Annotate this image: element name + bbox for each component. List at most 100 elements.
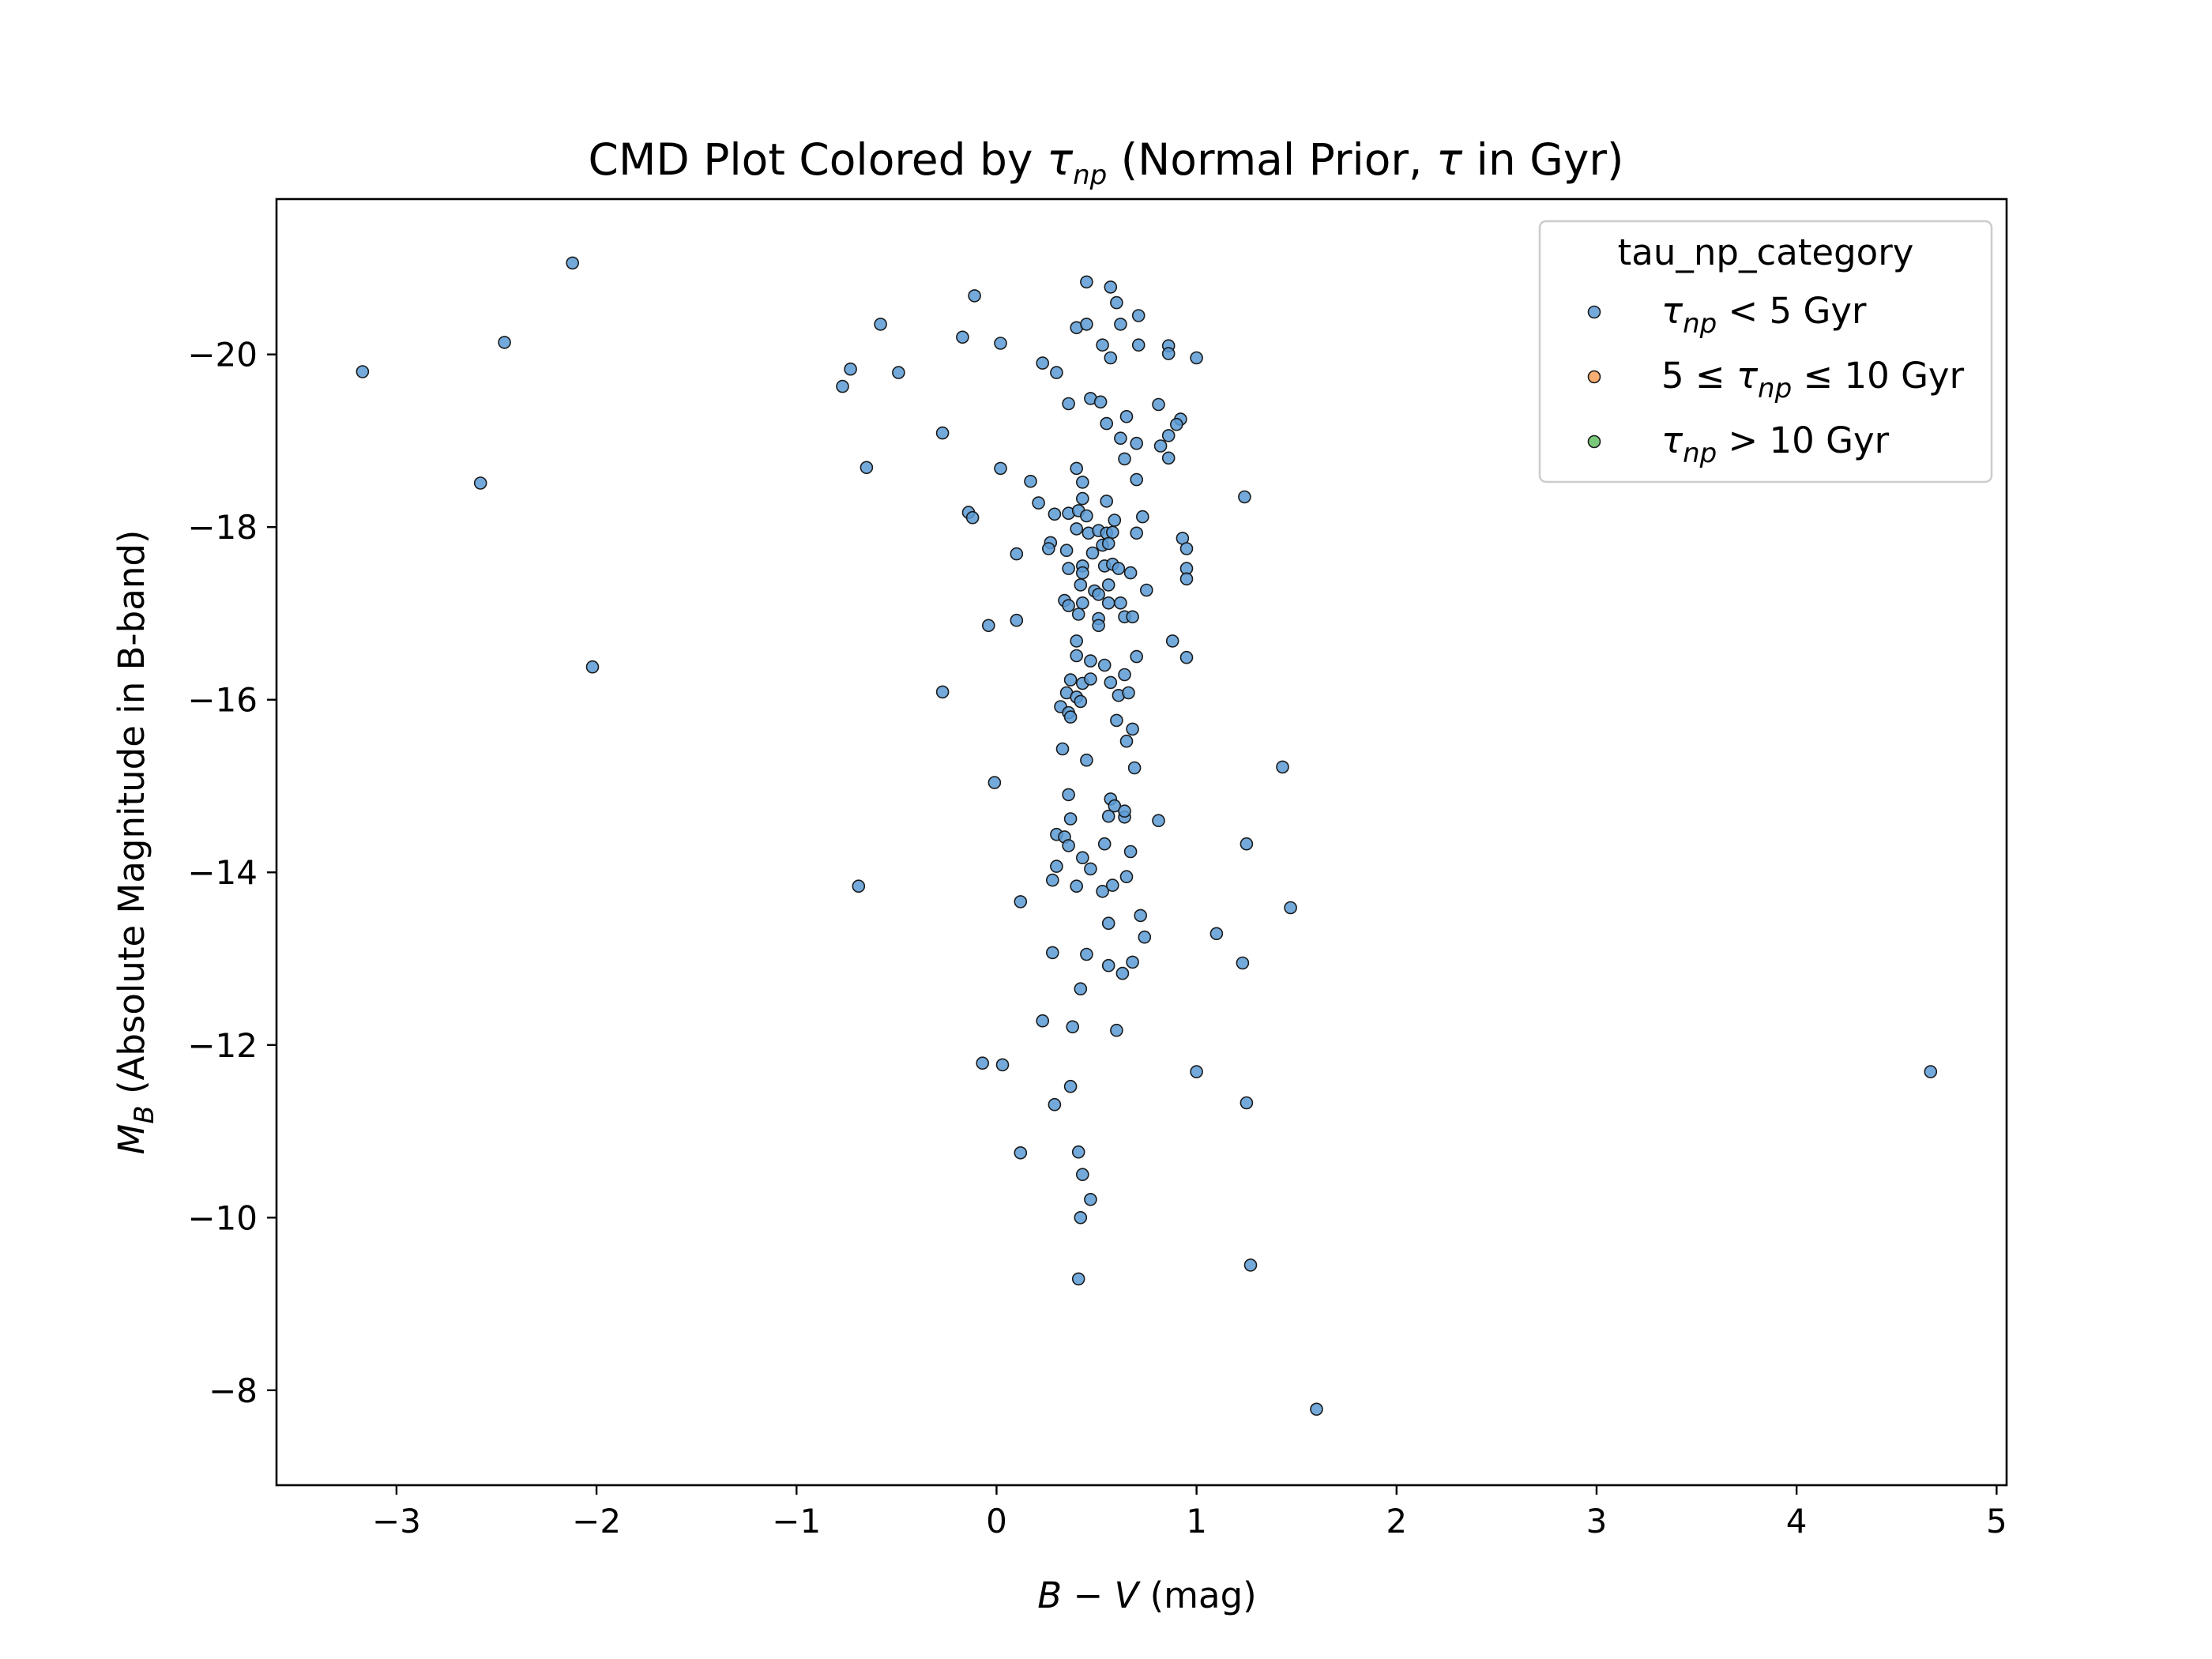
data-point (1152, 397, 1165, 412)
data-point (1101, 809, 1115, 823)
data-point (1062, 839, 1075, 852)
data-point (1118, 668, 1131, 682)
data-point (1134, 908, 1147, 923)
data-point (1097, 658, 1112, 672)
data-point (1108, 514, 1122, 527)
data-point (1080, 753, 1093, 767)
data-point (1114, 596, 1127, 610)
legend-entry-3: τnp > 10 Gyr (1587, 419, 1890, 469)
data-point (935, 685, 950, 699)
data-point (935, 426, 950, 440)
data-point (1036, 1014, 1049, 1028)
data-point (994, 337, 1007, 350)
data-point (1106, 525, 1119, 540)
y-axis-ticks: −20 −18 −16 −14 −12 −10 −8 (187, 336, 276, 1410)
legend-label-2: 5 ≤ τnp ≤ 10 Gyr (1661, 355, 1965, 404)
data-point (1070, 461, 1083, 476)
data-point (1074, 1211, 1088, 1224)
data-point (1110, 1023, 1123, 1037)
data-point (1240, 837, 1254, 851)
data-point (1101, 916, 1115, 930)
data-point (1080, 275, 1093, 289)
data-point (1104, 675, 1118, 690)
data-point (1096, 885, 1109, 898)
data-point (1074, 694, 1088, 709)
data-point (1130, 436, 1143, 450)
data-point (498, 336, 511, 349)
x-tick-label: −1 (772, 1502, 821, 1540)
data-point (1059, 544, 1074, 558)
chart-title: CMD Plot Colored by τnp (Normal Prior, τ… (589, 134, 1624, 191)
data-point (1076, 596, 1089, 610)
data-point (1010, 613, 1024, 627)
x-tick-label: 3 (1586, 1502, 1608, 1540)
data-point (1123, 566, 1138, 580)
data-point (1032, 496, 1045, 510)
data-point (1024, 474, 1037, 488)
data-point (844, 362, 857, 376)
data-point (1084, 672, 1097, 686)
data-point (1114, 318, 1127, 331)
data-point (1100, 495, 1113, 508)
data-point (1101, 578, 1115, 592)
data-point (1136, 510, 1149, 524)
data-point (1101, 958, 1115, 972)
data-point (1070, 522, 1083, 536)
data-point (1063, 710, 1078, 724)
x-axis-ticks: −3 −2 −1 0 1 2 3 4 5 (372, 1485, 2007, 1540)
data-point (1062, 397, 1075, 411)
y-tick-label: −10 (187, 1198, 258, 1237)
legend-marker-2 (1587, 370, 1601, 384)
data-point (860, 461, 874, 475)
data-point (1076, 851, 1089, 864)
data-point (1119, 734, 1134, 748)
data-point (1014, 1146, 1028, 1160)
data-point (1071, 1272, 1085, 1286)
data-point (1153, 439, 1168, 453)
data-point (1074, 578, 1088, 592)
y-tick-label: −18 (187, 508, 258, 547)
data-point (874, 318, 887, 331)
data-point (1131, 338, 1146, 352)
data-point (566, 256, 580, 270)
y-axis-label: MB (Absolute Magnitude in B-band) (111, 530, 160, 1155)
data-point (1104, 280, 1118, 294)
data-point (1126, 722, 1139, 736)
data-point (1118, 452, 1131, 466)
data-point (1070, 649, 1083, 663)
y-tick-label: −8 (209, 1371, 258, 1410)
data-point (1036, 356, 1049, 370)
data-point (1055, 742, 1070, 756)
data-point (1074, 982, 1088, 995)
data-point (1179, 650, 1194, 664)
y-tick-label: −12 (187, 1026, 258, 1065)
data-point (1097, 837, 1112, 851)
data-point (1070, 879, 1083, 893)
data-point (1101, 596, 1115, 610)
data-point (1084, 862, 1097, 876)
data-point (1046, 873, 1059, 887)
data-point (1092, 588, 1105, 601)
data-point (995, 1058, 1010, 1072)
data-point (982, 619, 995, 633)
data-point (1130, 472, 1143, 487)
data-point (1238, 490, 1251, 504)
data-point (1179, 572, 1194, 586)
data-point (1076, 566, 1089, 580)
data-point (1161, 429, 1176, 442)
data-point (1284, 901, 1297, 915)
data-point (1161, 347, 1176, 360)
data-point (988, 776, 1002, 789)
legend-marker-3 (1587, 434, 1601, 449)
data-point (1076, 1168, 1089, 1181)
data-point (1050, 860, 1063, 873)
data-point (852, 879, 866, 893)
x-tick-label: 5 (1986, 1502, 2007, 1540)
data-point (1152, 814, 1165, 827)
data-point (1071, 608, 1085, 621)
scatter-points (356, 256, 1938, 1416)
data-point (836, 379, 849, 393)
data-point (956, 330, 969, 344)
data-point (1310, 1402, 1323, 1416)
data-point (1010, 547, 1024, 561)
